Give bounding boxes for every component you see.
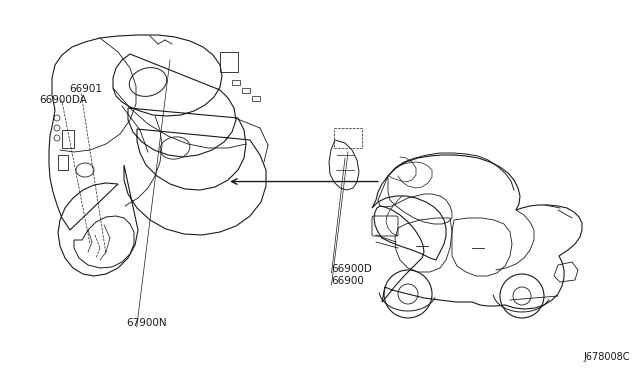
Bar bbox=[334, 128, 362, 148]
Bar bbox=[252, 96, 260, 101]
Text: 67900N: 67900N bbox=[127, 318, 167, 328]
Text: 66900DA: 66900DA bbox=[40, 95, 88, 105]
Text: 66900D: 66900D bbox=[332, 264, 372, 274]
Bar bbox=[242, 88, 250, 93]
Text: 66901: 66901 bbox=[69, 84, 102, 94]
Text: J678008C: J678008C bbox=[584, 352, 630, 362]
Bar bbox=[232, 80, 240, 85]
Text: 66900: 66900 bbox=[332, 276, 364, 286]
